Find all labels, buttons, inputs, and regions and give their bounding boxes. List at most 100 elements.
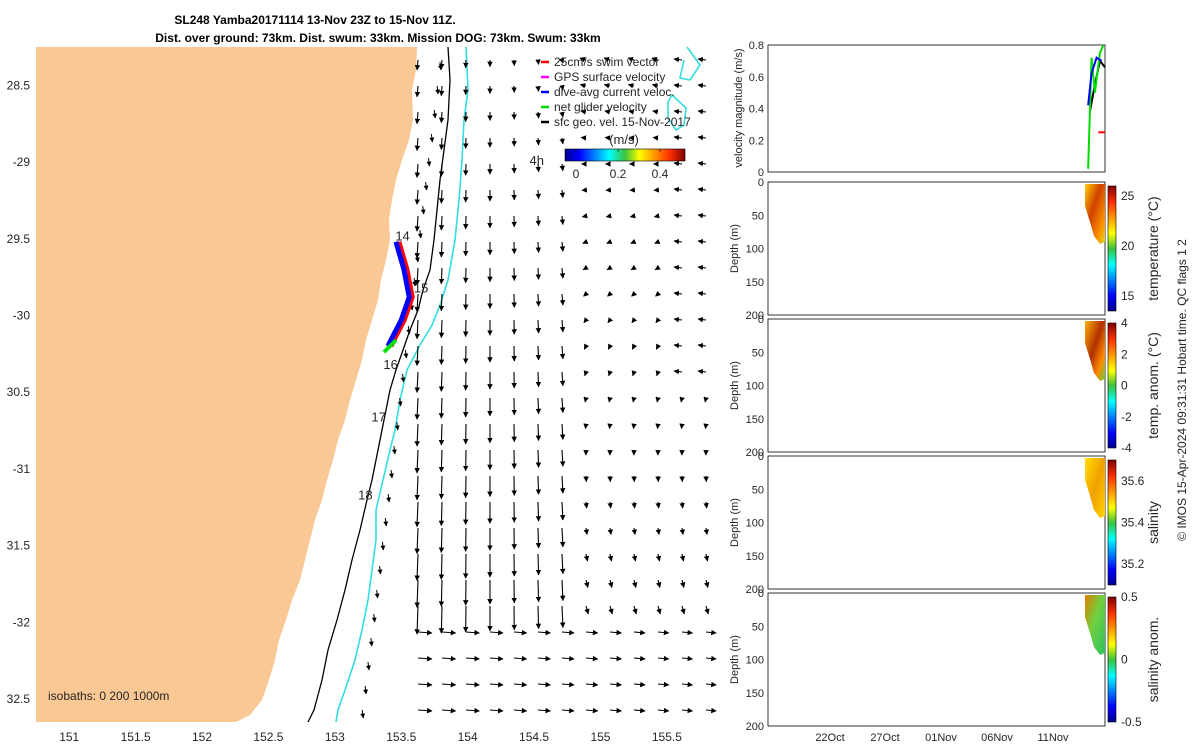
velocity-vector: [655, 290, 662, 297]
section-y-tick-label: 50: [752, 347, 764, 359]
velocity-vector: [438, 579, 445, 607]
section-panel-temp-anom-: 0 50 100 150 200 Depth (m) -4 -2 0 2 4 temp. anom. …: [729, 314, 1161, 459]
speed-colorbar-ticks: 0 0.2 0.4: [573, 149, 669, 181]
colorbar-tick-label: 0: [573, 167, 580, 181]
velocity-vector: [655, 501, 661, 509]
velocity-vector: [673, 264, 683, 271]
section-colorbar-tick-label: 35.6: [1121, 474, 1145, 488]
vm-y-tick-label: 0.2: [749, 135, 764, 147]
velocity-vector: [535, 527, 542, 549]
velocity-vector: [513, 629, 528, 636]
day-label: 18: [358, 488, 372, 503]
velocity-vector: [414, 319, 421, 340]
velocity-vector: [414, 345, 420, 367]
velocity-vector: [654, 238, 661, 245]
velocity-vector: [679, 527, 685, 536]
velocity-vector: [559, 605, 566, 629]
velocity-vector: [583, 396, 589, 403]
map-y-tick-label: -31: [13, 462, 31, 476]
velocity-vector: [673, 186, 683, 193]
velocity-vector: [579, 83, 587, 89]
map-x-tick-label: 154: [458, 730, 478, 744]
velocity-vector: [609, 681, 622, 688]
velocity-vector: [558, 57, 565, 64]
velocity-vector: [438, 475, 445, 500]
vm-series-line: [1087, 56, 1103, 106]
velocity-vector: [559, 527, 566, 548]
velocity-vector: [438, 111, 445, 124]
velocity-vector: [559, 553, 566, 575]
velocity-vector: [414, 189, 421, 205]
section-colorbar-tick-label: 0: [1121, 379, 1128, 393]
section-y-tick-label: 50: [752, 210, 764, 222]
velocity-vector: [627, 83, 635, 89]
velocity-vector: [679, 396, 685, 403]
velocity-vector: [604, 109, 611, 115]
velocity-magnitude-panel: 0 0.2 0.4 0.6 0.8 velocity magnitude (m/s): [733, 40, 1106, 179]
velocity-vector: [585, 629, 599, 636]
velocity-vector: [513, 655, 528, 662]
velocity-vector: [585, 655, 599, 662]
velocity-vector: [559, 319, 566, 333]
map-x-tick-label: 152.5: [253, 730, 283, 744]
velocity-vector: [438, 215, 445, 231]
section-ylabel: Depth (m): [729, 361, 741, 410]
velocity-vector: [559, 241, 566, 252]
section-colorbar-label: temperature (°C): [1145, 196, 1161, 300]
legend-label: sfc geo. vel. 15-Nov-2017: [554, 115, 691, 129]
section-y-tick-label: 150: [746, 277, 764, 289]
velocity-vector: [584, 579, 590, 588]
section-y-tick-label: 100: [746, 518, 764, 530]
velocity-vector: [631, 370, 637, 377]
section-y-tick-label: 100: [746, 381, 764, 393]
velocity-vector: [414, 253, 420, 263]
vm-ylabel: velocity magnitude (m/s): [733, 48, 745, 167]
velocity-vector: [535, 215, 542, 227]
velocity-vector: [631, 527, 637, 536]
velocity-vector: [397, 397, 403, 407]
velocity-vector: [656, 605, 662, 615]
velocity-vector: [374, 589, 380, 599]
velocity-vector: [606, 238, 613, 245]
velocity-vector: [631, 290, 638, 297]
velocity-vector: [630, 264, 637, 271]
section-axes: [767, 455, 1106, 590]
velocity-vector: [631, 501, 637, 509]
velocity-vector: [360, 709, 366, 719]
isobath-200m: [307, 46, 451, 723]
velocity-vector: [673, 290, 683, 297]
velocity-vector: [581, 213, 588, 219]
velocity-vector: [559, 111, 565, 118]
velocity-vector: [535, 267, 542, 280]
section-panel-salinity-anom-: 0 50 100 150 200 Depth (m) -0.5 0 0.5 salinity an…: [729, 588, 1161, 744]
velocity-vector: [607, 317, 614, 324]
velocity-vector: [438, 371, 445, 392]
velocity-vector: [583, 501, 589, 509]
section-colorbar-tick-label: -4: [1121, 441, 1132, 455]
velocity-vector: [414, 371, 420, 393]
velocity-vector: [561, 681, 575, 688]
velocity-vector: [535, 59, 541, 65]
velocity-vector: [630, 238, 637, 245]
velocity-vector: [703, 396, 709, 403]
map-x-tick-label: 151: [59, 730, 79, 744]
colorbar-tick-label: 0.4: [652, 167, 669, 181]
velocity-vector: [535, 371, 542, 388]
velocity-vector: [535, 85, 541, 92]
glider-track: [382, 241, 415, 354]
velocity-vector: [377, 565, 383, 575]
velocity-vector: [437, 61, 443, 71]
velocity-vector: [579, 56, 587, 63]
velocity-vector: [414, 111, 421, 125]
velocity-vector: [561, 707, 575, 714]
map-y-tick-label: 30.5: [7, 385, 31, 399]
section-y-tick-label: 200: [746, 310, 764, 322]
velocity-vector: [537, 629, 551, 636]
section-y-tick-label: 200: [746, 447, 764, 459]
velocity-vector: [420, 205, 426, 215]
isobath-1000m: [335, 46, 469, 723]
velocity-vector: [537, 655, 551, 662]
velocity-vector: [489, 681, 504, 688]
velocity-vector: [628, 109, 635, 115]
velocity-vector: [535, 163, 541, 173]
